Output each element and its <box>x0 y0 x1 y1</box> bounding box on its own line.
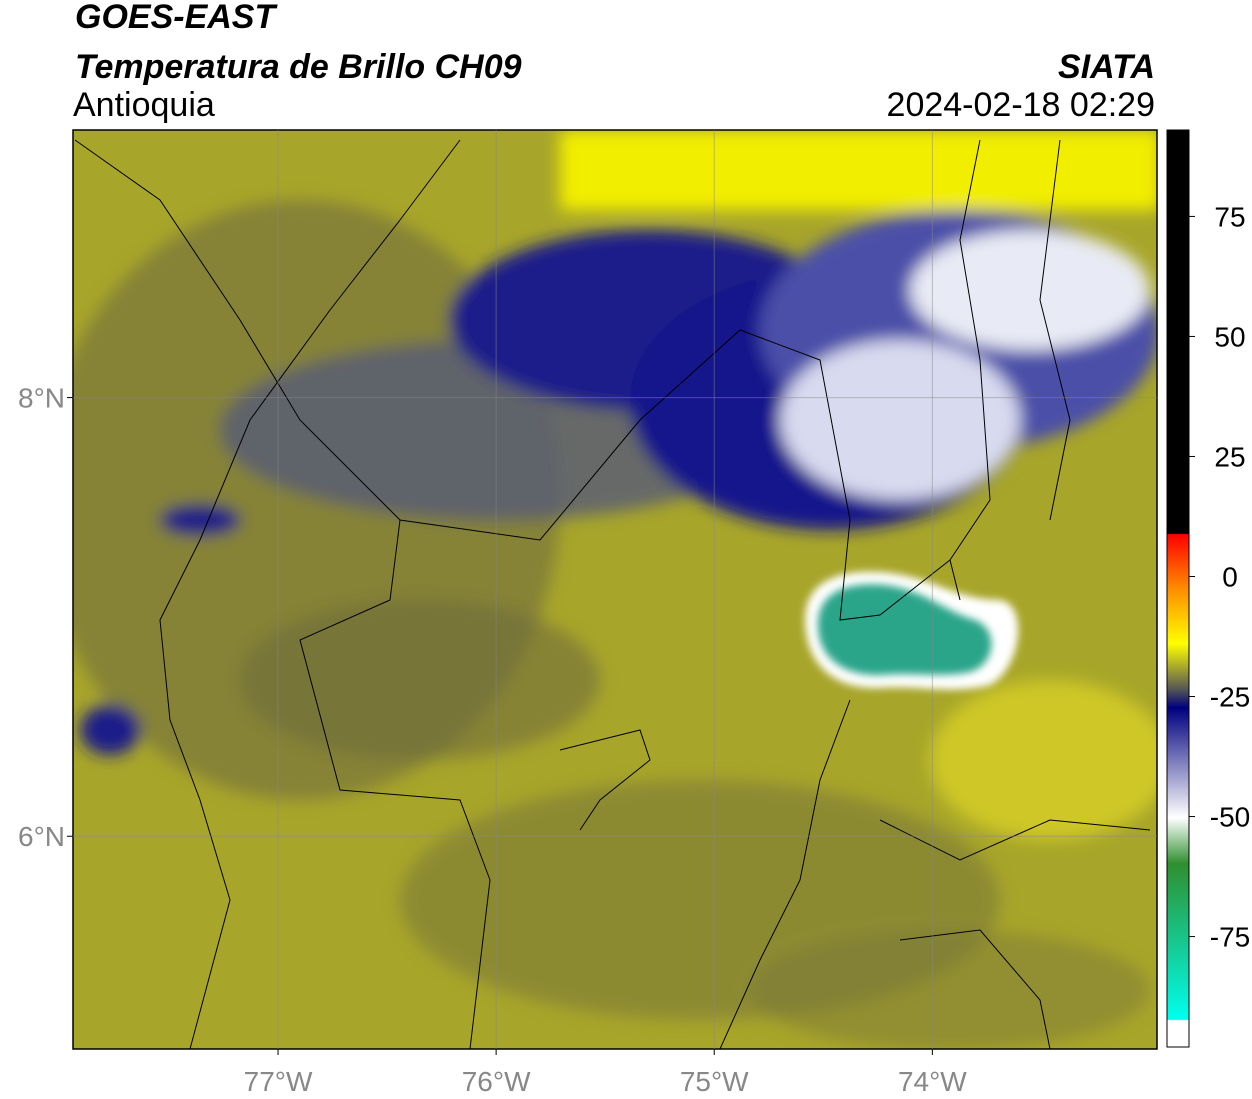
y-tick-label: 8°N <box>18 383 65 414</box>
colorbar-tick-label: 50 <box>1214 321 1245 352</box>
x-tick-label: 77°W <box>244 1066 313 1097</box>
title: GOES-EAST <box>75 0 278 36</box>
colorbar-tick-label: -50 <box>1210 802 1250 833</box>
colorbar <box>1166 129 1190 1048</box>
map-image <box>73 130 1157 1049</box>
subtitle: Temperatura de Brillo CH09 <box>75 48 522 86</box>
datetime: 2024-02-18 02:29 <box>887 86 1155 124</box>
y-tick-label: 6°N <box>18 821 65 852</box>
map-frame <box>72 129 1158 1050</box>
source: SIATA <box>1058 48 1155 86</box>
x-tick-label: 74°W <box>898 1066 967 1097</box>
colorbar-tick-label: 75 <box>1214 201 1245 232</box>
colorbar-tick-label: 25 <box>1214 441 1245 472</box>
colorbar-tick-label: -25 <box>1210 682 1250 713</box>
colorbar-tick-label: -75 <box>1210 922 1250 953</box>
region: Antioquia <box>73 86 215 124</box>
x-tick-label: 76°W <box>462 1066 531 1097</box>
x-tick-label: 75°W <box>680 1066 749 1097</box>
colorbar-tick-label: 0 <box>1222 561 1238 592</box>
